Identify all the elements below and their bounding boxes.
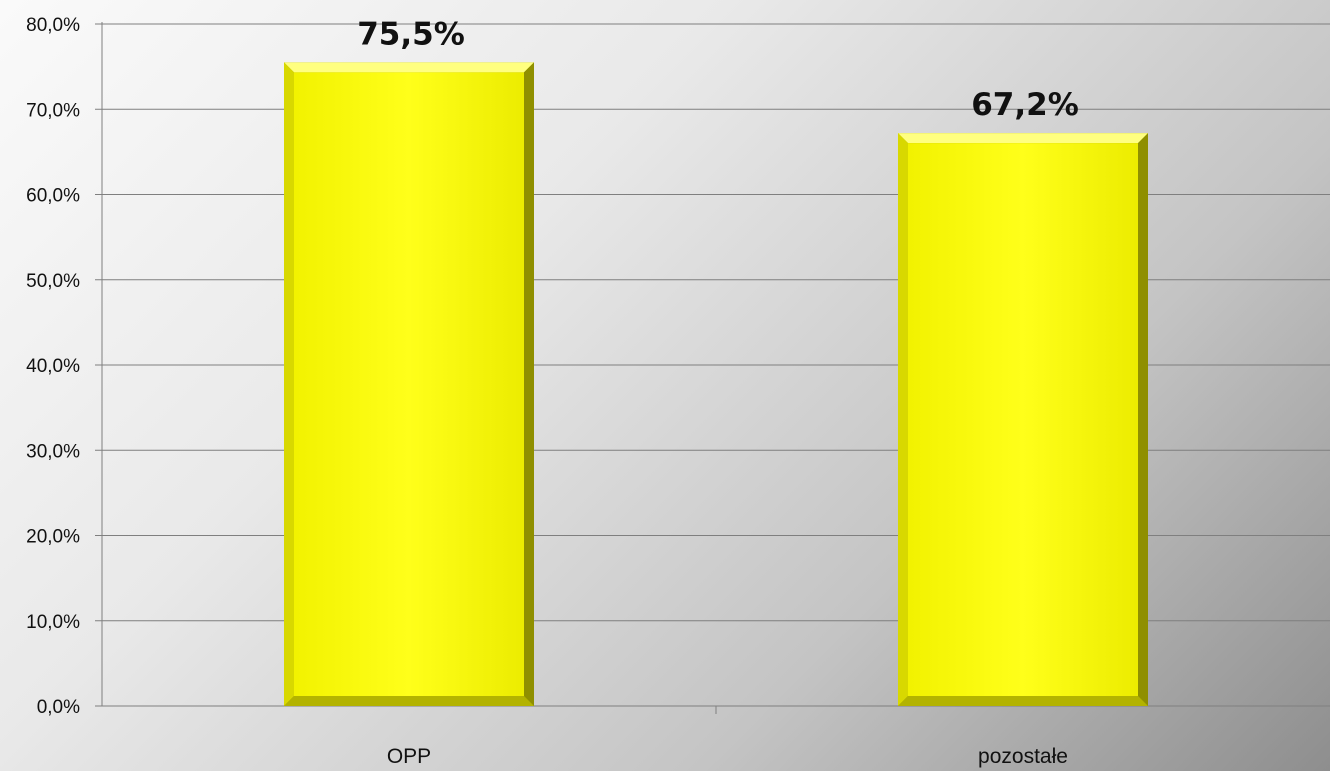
category-label: pozostałe bbox=[978, 745, 1068, 768]
y-tick-label: 70,0% bbox=[26, 100, 80, 121]
bar-bevel-left bbox=[284, 62, 294, 707]
y-tick-label: 60,0% bbox=[26, 186, 80, 207]
bar-bevel-top bbox=[898, 133, 1148, 144]
bars bbox=[284, 62, 1148, 707]
bar-bevel-right bbox=[1138, 133, 1148, 706]
bar-bevel-top bbox=[284, 62, 534, 73]
bar-opp bbox=[284, 62, 534, 707]
category-label: OPP bbox=[387, 745, 431, 768]
y-tick-label: 80,0% bbox=[26, 15, 80, 36]
bar-bevel-bottom bbox=[284, 696, 534, 706]
bar-bevel-left bbox=[898, 133, 908, 706]
data-label: 67,2% bbox=[971, 87, 1079, 123]
y-tick-label: 50,0% bbox=[26, 271, 80, 292]
bar-face bbox=[294, 72, 524, 697]
data-label: 75,5% bbox=[357, 16, 465, 52]
bar-bevel-right bbox=[524, 62, 534, 707]
labels: 0,0% 10,0% 20,0% 30,0% 40,0% 50,0% 60,0% 70,0% 8… bbox=[26, 15, 1079, 768]
y-tick-label: 30,0% bbox=[26, 441, 80, 462]
bar-bevel-bottom bbox=[898, 696, 1148, 706]
y-tick-label: 0,0% bbox=[37, 697, 80, 718]
y-tick-label: 20,0% bbox=[26, 527, 80, 548]
bar-pozostałe bbox=[898, 133, 1148, 706]
bar-face bbox=[908, 143, 1138, 696]
y-tick-label: 40,0% bbox=[26, 356, 80, 377]
y-tick-label: 10,0% bbox=[26, 612, 80, 633]
